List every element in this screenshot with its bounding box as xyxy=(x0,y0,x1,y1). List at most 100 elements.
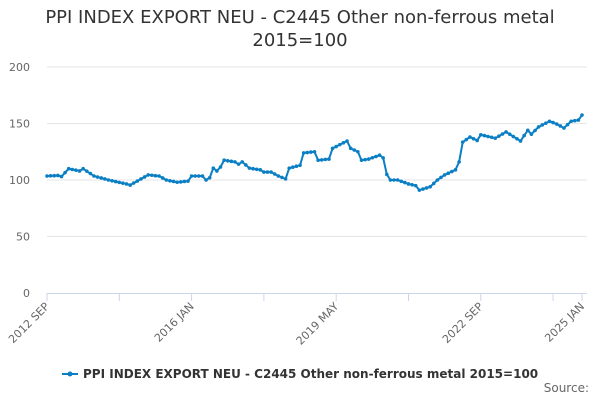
x-tick-label: 2022 SEP xyxy=(440,300,486,346)
data-point xyxy=(562,126,566,130)
data-point xyxy=(316,158,320,163)
data-point xyxy=(63,170,67,175)
data-point xyxy=(244,163,248,167)
data-point xyxy=(327,157,331,161)
data-point xyxy=(345,139,349,143)
data-point xyxy=(406,182,411,186)
data-point xyxy=(283,177,288,181)
data-point xyxy=(504,130,508,134)
data-point xyxy=(439,175,443,180)
data-point xyxy=(486,134,490,139)
data-point xyxy=(301,151,306,155)
data-point xyxy=(207,175,212,180)
data-point xyxy=(522,133,526,138)
data-point xyxy=(182,179,187,184)
data-point xyxy=(450,169,454,174)
data-point xyxy=(189,174,194,178)
data-point xyxy=(569,119,573,124)
data-point xyxy=(124,182,129,186)
data-point xyxy=(276,174,281,178)
legend-item[interactable]: PPI INDEX EXPORT NEU - C2445 Other non-f… xyxy=(62,367,538,381)
data-point xyxy=(59,174,64,179)
data-point xyxy=(131,181,136,185)
data-point xyxy=(175,180,179,185)
data-point xyxy=(413,183,418,188)
y-tick-label: 50 xyxy=(16,231,30,244)
data-point xyxy=(171,179,176,184)
data-point xyxy=(558,124,563,128)
data-point xyxy=(45,174,49,178)
data-point xyxy=(215,169,219,173)
data-point xyxy=(374,154,378,159)
data-point xyxy=(421,187,425,191)
data-point xyxy=(280,175,284,180)
data-point xyxy=(348,146,353,151)
data-point xyxy=(551,120,555,125)
data-point xyxy=(370,155,375,160)
data-point xyxy=(323,157,328,162)
data-point xyxy=(74,168,78,172)
data-point xyxy=(475,138,479,143)
data-point xyxy=(233,160,237,164)
data-point xyxy=(258,168,263,172)
data-point xyxy=(442,173,447,177)
data-point xyxy=(164,178,169,182)
data-point xyxy=(84,169,89,173)
data-point xyxy=(160,176,165,180)
data-point xyxy=(565,122,570,127)
data-point xyxy=(500,132,505,136)
data-point xyxy=(489,135,494,140)
data-point xyxy=(334,144,338,149)
data-point xyxy=(211,166,216,170)
data-point xyxy=(305,150,310,155)
data-point xyxy=(88,171,93,176)
data-point xyxy=(312,149,317,154)
data-point xyxy=(435,178,440,182)
data-point xyxy=(529,132,534,137)
data-point xyxy=(424,186,429,190)
data-point xyxy=(330,146,335,151)
data-point xyxy=(298,163,302,168)
data-point xyxy=(525,128,530,133)
data-point xyxy=(453,168,458,172)
data-point xyxy=(204,178,208,182)
data-point xyxy=(70,167,75,172)
data-point xyxy=(178,180,183,184)
data-point xyxy=(403,180,407,185)
data-point xyxy=(135,179,140,183)
data-point xyxy=(66,166,71,171)
data-point xyxy=(482,133,487,138)
data-point xyxy=(77,169,82,173)
data-point xyxy=(81,166,85,171)
data-point xyxy=(319,158,324,162)
data-point xyxy=(395,178,400,182)
data-point xyxy=(511,134,516,139)
data-point xyxy=(197,174,201,178)
data-point xyxy=(269,170,273,174)
data-point xyxy=(572,118,577,123)
data-point xyxy=(236,162,241,166)
data-point xyxy=(547,119,552,124)
data-point xyxy=(352,148,357,152)
x-tick-label: 2016 JAN xyxy=(152,300,197,345)
data-point xyxy=(580,113,584,117)
data-point xyxy=(99,176,104,180)
data-point xyxy=(493,136,498,140)
data-point xyxy=(533,128,537,133)
data-point xyxy=(457,160,461,164)
data-point xyxy=(121,181,125,185)
data-point xyxy=(142,175,147,179)
data-point xyxy=(106,178,111,182)
data-point xyxy=(309,150,313,154)
data-point xyxy=(92,174,96,178)
data-point xyxy=(431,181,436,186)
data-point xyxy=(377,153,382,157)
legend-marker-icon xyxy=(67,371,73,377)
data-point xyxy=(265,170,270,174)
data-point xyxy=(150,173,154,178)
data-point xyxy=(200,174,205,178)
data-point xyxy=(254,167,259,172)
data-point xyxy=(262,170,266,174)
data-point xyxy=(157,174,161,178)
